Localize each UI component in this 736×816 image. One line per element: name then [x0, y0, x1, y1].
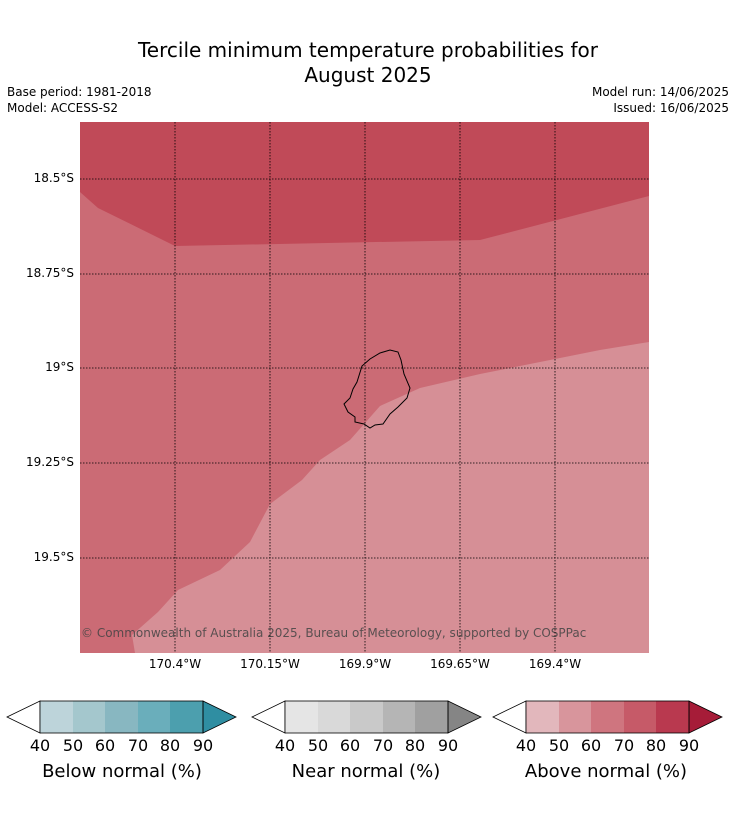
colorbar-above-swatch-50-60: [559, 701, 591, 733]
colorbar-near-tick-60: 60: [339, 736, 361, 755]
colorbar-near-arrow-low: [251, 700, 286, 734]
colorbar-above-swatch-70-80: [624, 701, 656, 733]
region-above-50-60: [132, 342, 649, 653]
colorbar-above-tick-40: 40: [515, 736, 537, 755]
colorbar-near-tick-70: 70: [372, 736, 394, 755]
gridlines: [80, 122, 649, 653]
model-name: Model: ACCESS-S2: [7, 101, 119, 115]
lon-label-170.4W: 170.4°W: [148, 657, 202, 671]
colorbar-below-tick-60: 60: [94, 736, 116, 755]
colorbar-below-tick-40: 40: [29, 736, 51, 755]
colorbar-below-tick-70: 70: [127, 736, 149, 755]
colorbar-above-tick-50: 50: [548, 736, 570, 755]
colorbar-above-swatch-80-90: [656, 701, 689, 733]
colorbar-above-border: [525, 700, 690, 734]
island-outline: [343, 349, 411, 429]
colorbar-above-arrow-low: [492, 700, 527, 734]
colorbar-near-tick-80: 80: [404, 736, 426, 755]
issued-date: Issued: 16/06/2025: [613, 101, 729, 115]
copyright-text: © Commonwealth of Australia 2025, Bureau…: [81, 626, 586, 640]
lat-label-18.75S: 18.75°S: [26, 266, 74, 280]
colorbar-below-tick-50: 50: [62, 736, 84, 755]
colorbar-near-normal: [251, 700, 482, 734]
colorbar-above-swatch-60-70: [591, 701, 624, 733]
colorbar-below-swatch-60-70: [105, 701, 138, 733]
colorbar-above-tick-80: 80: [645, 736, 667, 755]
colorbar-near-swatch-50-60: [318, 701, 350, 733]
colorbar-below-swatch-70-80: [138, 701, 170, 733]
map-svg: © Commonwealth of Australia 2025, Bureau…: [80, 122, 649, 653]
lon-label-169.9W: 169.9°W: [338, 657, 392, 671]
lat-label-19S: 19°S: [45, 360, 74, 374]
colorbar-below-arrow-low: [6, 700, 41, 734]
colorbar-near-swatch-40-50: [285, 701, 318, 733]
colorbar-above-tick-70: 70: [613, 736, 635, 755]
title-line-1: Tercile minimum temperature probabilitie…: [137, 38, 599, 62]
colorbar-above-tick-60: 60: [580, 736, 602, 755]
lon-label-170.15W: 170.15°W: [240, 657, 300, 671]
colorbar-below-border: [39, 700, 204, 734]
colorbar-near-tick-50: 50: [307, 736, 329, 755]
colorbar-below-swatch-40-50: [40, 701, 73, 733]
lon-label-169.65W: 169.65°W: [430, 657, 490, 671]
colorbar-near-border: [284, 700, 449, 734]
colorbar-below-tick-80: 80: [159, 736, 181, 755]
lat-label-19.5S: 19.5°S: [33, 550, 74, 564]
lat-label-19.25S: 19.25°S: [26, 455, 74, 469]
colorbar-near-swatch-80-90: [415, 701, 448, 733]
colorbar-above-swatch-40-50: [526, 701, 559, 733]
meta-left: Base period: 1981-2018 Model: ACCESS-S2: [7, 84, 152, 116]
colorbar-below-normal: [6, 700, 237, 734]
base-period: Base period: 1981-2018: [7, 85, 152, 99]
colorbar-above-tick-90: 90: [678, 736, 700, 755]
lat-label-18.5S: 18.5°S: [33, 171, 74, 185]
colorbar-below-tick-90: 90: [192, 736, 214, 755]
title-line-2: August 2025: [304, 63, 432, 87]
colorbar-above-normal: [492, 700, 723, 734]
colorbar-near-swatch-60-70: [350, 701, 383, 733]
colorbar-near-tick-90: 90: [437, 736, 459, 755]
colorbar-below-arrow-high: [202, 700, 237, 734]
colorbar-near-arrow-high: [447, 700, 482, 734]
colorbar-above-arrow-high: [688, 700, 723, 734]
colorbar-near-label: Near normal (%): [291, 761, 441, 782]
colorbar-below-label: Below normal (%): [42, 761, 202, 782]
lon-label-169.4W: 169.4°W: [528, 657, 582, 671]
colorbar-below-swatch-80-90: [170, 701, 203, 733]
region-above-80-90: [80, 122, 649, 246]
colorbar-below-swatch-50-60: [73, 701, 105, 733]
map-title: Tercile minimum temperature probabilitie…: [0, 38, 736, 88]
model-run-date: Model run: 14/06/2025: [591, 85, 729, 99]
colorbar-near-swatch-70-80: [383, 701, 415, 733]
colorbar-near-tick-40: 40: [274, 736, 296, 755]
map-panel: © Commonwealth of Australia 2025, Bureau…: [80, 122, 649, 653]
colorbar-above-label: Above normal (%): [524, 761, 688, 782]
meta-right: Model run: 14/06/2025 Issued: 16/06/2025: [592, 84, 729, 116]
